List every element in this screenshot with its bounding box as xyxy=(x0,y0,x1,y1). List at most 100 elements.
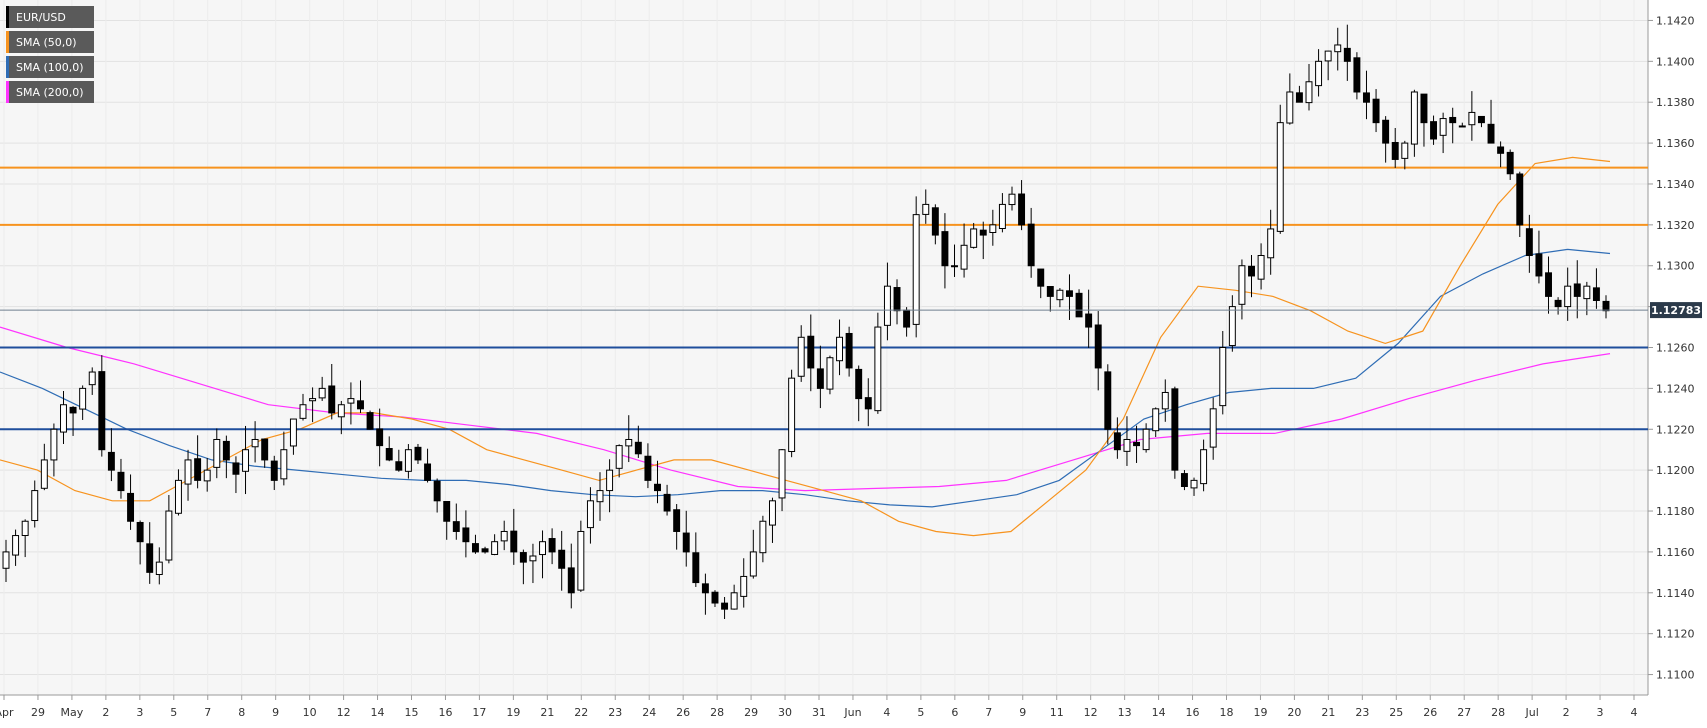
candle-bull xyxy=(404,449,412,472)
candle-bear xyxy=(845,332,853,369)
candle-bear xyxy=(146,543,154,573)
x-tick-label: 28 xyxy=(710,706,724,719)
x-tick-label: 6 xyxy=(951,706,958,719)
candle-bear xyxy=(711,591,719,604)
candle-bear xyxy=(1171,388,1179,471)
x-tick-label: 23 xyxy=(1355,706,1369,719)
candle-bear xyxy=(721,602,729,610)
x-tick-label: 24 xyxy=(642,706,656,719)
candle-bear xyxy=(433,480,441,502)
candle-bear xyxy=(1066,290,1073,297)
y-tick-label: 1.1380 xyxy=(1656,96,1695,109)
x-tick-label: 3 xyxy=(136,706,143,719)
x-tick-label: 14 xyxy=(371,706,385,719)
candle-bear xyxy=(816,368,824,389)
last-price-badge xyxy=(1650,302,1702,319)
x-tick-label: 7 xyxy=(204,706,211,719)
legend-item-sma200[interactable]: SMA (200,0) xyxy=(6,81,94,103)
x-tick-label: 16 xyxy=(438,706,452,719)
y-tick-label: 1.1400 xyxy=(1656,55,1695,68)
candle-bear xyxy=(855,368,863,400)
candle-bull xyxy=(596,490,604,503)
x-tick-label: 18 xyxy=(1220,706,1234,719)
candle-bear xyxy=(634,441,642,455)
legend-swatch-sma200 xyxy=(6,81,9,103)
x-tick-label: 21 xyxy=(1321,706,1335,719)
x-tick-label: 16 xyxy=(1186,706,1200,719)
candle-bull xyxy=(21,520,29,537)
x-tick-label: 31 xyxy=(812,706,826,719)
candle-bear xyxy=(328,385,336,414)
x-tick-label: 4 xyxy=(883,706,890,719)
candle-bull xyxy=(1410,91,1418,145)
candle-bear xyxy=(1458,125,1466,128)
candle-bear xyxy=(1430,121,1438,140)
candle-bull xyxy=(174,479,182,514)
candle-bull xyxy=(615,445,623,469)
candle-bear xyxy=(1075,292,1083,318)
candle-bull xyxy=(1257,255,1265,280)
candle-bull xyxy=(491,541,499,555)
candle-bull xyxy=(1324,50,1332,62)
candle-bear xyxy=(807,335,815,369)
candle-bull xyxy=(874,326,882,412)
candle-bull xyxy=(1238,265,1246,305)
x-tick-label: 20 xyxy=(1287,706,1301,719)
candle-bull xyxy=(2,551,10,569)
candle-bull xyxy=(1334,44,1342,53)
candle-bull xyxy=(31,490,39,522)
legend-item-sma100[interactable]: SMA (100,0) xyxy=(6,56,94,78)
candle-bull xyxy=(788,377,796,453)
candle-bull xyxy=(1564,285,1572,308)
candle-bull xyxy=(500,530,508,542)
candle-bear xyxy=(270,460,278,481)
y-tick-label: 1.1420 xyxy=(1656,14,1695,27)
x-tick-label: 27 xyxy=(1457,706,1471,719)
x-tick-label: 21 xyxy=(540,706,554,719)
candle-bull xyxy=(1468,111,1476,126)
candle-bull xyxy=(883,285,891,326)
candle-bear xyxy=(903,309,911,328)
candle-bear xyxy=(1180,473,1188,487)
candle-bull xyxy=(1008,193,1016,206)
legend-swatch-sma50 xyxy=(6,31,9,53)
candle-bull xyxy=(203,469,211,482)
candle-bull xyxy=(1161,391,1169,410)
candle-bull xyxy=(606,469,614,492)
x-tick-label: 12 xyxy=(337,706,351,719)
x-tick-label: Jun xyxy=(843,706,861,719)
legend-item-eurusd[interactable]: EUR/USD xyxy=(6,6,94,28)
x-tick-label: 2 xyxy=(1563,706,1570,719)
x-tick-label: 5 xyxy=(170,706,177,719)
candle-bull xyxy=(50,428,58,461)
y-tick-label: 1.1300 xyxy=(1656,260,1695,273)
candle-bull xyxy=(60,404,67,433)
y-tick-label: 1.1260 xyxy=(1656,342,1695,355)
candle-bear xyxy=(864,397,872,410)
candle-bear xyxy=(1104,371,1112,430)
candle-bear xyxy=(376,428,384,447)
candle-bear xyxy=(1343,47,1351,62)
candle-bull xyxy=(318,387,326,399)
candle-bear xyxy=(136,521,144,543)
candle-bear xyxy=(1037,268,1045,287)
candle-bear xyxy=(1573,283,1581,297)
candle-bear xyxy=(1046,286,1054,297)
candle-bull xyxy=(539,541,546,556)
candle-bull xyxy=(40,459,48,489)
legend-label-sma100: SMA (100,0) xyxy=(16,60,84,74)
candle-bull xyxy=(1152,408,1160,432)
legend-item-sma50[interactable]: SMA (50,0) xyxy=(6,31,94,53)
sma100-line xyxy=(0,248,1611,508)
x-tick-label: 15 xyxy=(405,706,419,719)
sma200-line xyxy=(0,326,1611,492)
y-tick-label: 1.1160 xyxy=(1656,546,1695,559)
sma50-line xyxy=(0,156,1611,537)
x-tick-label: 8 xyxy=(238,706,245,719)
candle-bull xyxy=(1123,438,1131,452)
chart-legend: EUR/USD SMA (50,0) SMA (100,0) SMA (200,… xyxy=(6,6,94,106)
candle-bear xyxy=(1497,146,1505,154)
candle-bear xyxy=(519,552,527,563)
candle-bear xyxy=(663,493,671,512)
candle-bear xyxy=(232,462,240,475)
